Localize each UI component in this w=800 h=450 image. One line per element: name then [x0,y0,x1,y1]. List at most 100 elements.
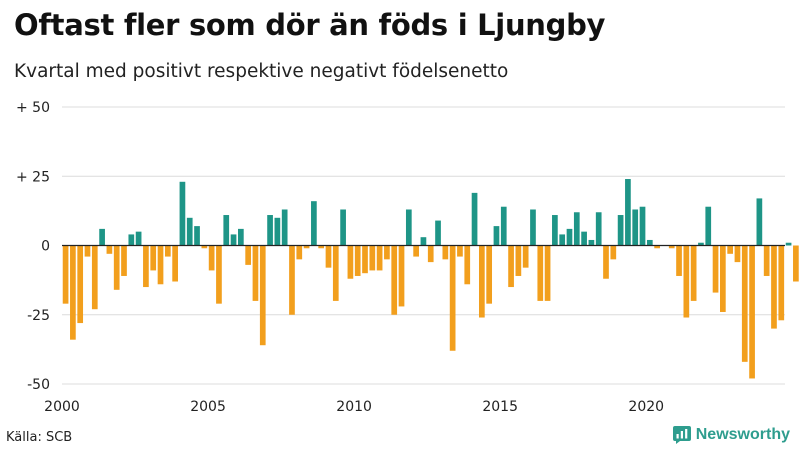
bar [683,245,690,318]
brand-logo: Newsworthy [672,426,790,444]
bar [734,245,741,263]
bar [515,245,522,276]
bars [62,179,799,379]
bar [552,215,558,246]
bar [274,217,281,246]
bar [223,215,230,246]
bar [698,242,704,246]
bar [595,212,602,246]
bar [500,206,507,246]
bar [332,245,339,301]
bar [493,226,500,246]
bar [143,245,149,288]
bar [464,245,471,285]
bar [230,234,237,246]
bar [157,245,164,285]
bar [435,220,441,246]
bar [238,228,244,246]
bar [391,245,398,315]
x-tick-label: 2005 [190,399,226,415]
bar [654,245,660,249]
y-axis-tick-labels: + 50 + 25 0 -25 -50 [16,100,50,393]
bar [749,245,755,379]
bar [625,179,631,246]
bar [771,245,777,329]
bar [522,245,529,268]
bar [632,209,639,246]
bar [778,245,785,321]
bar [369,245,376,271]
bar [179,181,186,246]
bar [486,245,493,304]
y-tick-label: + 25 [16,169,50,185]
bar [573,212,580,246]
gridlines [62,106,785,385]
y-tick-label: -50 [27,377,50,393]
bar [325,245,332,268]
bar [741,245,748,362]
bar [559,234,566,246]
bar [208,245,215,271]
bar [405,209,412,246]
y-tick-label: -25 [27,308,50,324]
bar [727,245,734,254]
bar [113,245,120,290]
bar [216,245,222,304]
bar [303,245,310,249]
brand-name: Newsworthy [695,426,790,443]
bar [99,228,105,246]
bar [150,245,157,271]
bar [347,245,354,279]
bar [471,192,478,246]
bar [646,239,653,246]
bar [712,245,719,293]
bar [457,245,463,257]
bar [530,209,536,246]
bar [121,245,127,276]
y-tick-label: + 50 [16,100,50,116]
bar [442,245,449,260]
source-label: Källa: SCB [6,430,73,445]
bar [70,245,76,340]
bar [77,245,84,324]
bar [245,245,252,265]
bar [84,245,91,257]
x-tick-label: 2020 [628,399,664,415]
bar [617,215,624,246]
bar [252,245,259,301]
x-tick-label: 2010 [336,399,372,415]
bar [172,245,178,282]
bar [91,245,98,310]
bar [128,234,135,246]
bar [420,237,427,246]
bar [676,245,682,276]
bar [311,201,317,246]
bar [201,245,208,249]
bar [449,245,456,351]
bar [639,206,646,246]
chart-title: Oftast fler som dör än föds i Ljungby [14,8,606,42]
bar [720,245,726,312]
bar [340,209,346,246]
bar [62,245,69,304]
bar [566,228,573,246]
bar [544,245,551,301]
bar [398,245,405,307]
bar [318,245,325,249]
bar [603,245,609,279]
x-axis-tick-labels: 2000 2005 2010 2015 2020 [44,399,664,415]
bar [259,245,266,346]
bar [413,245,419,257]
bar [763,245,770,276]
bar [793,245,799,282]
bar [785,242,792,246]
x-tick-label: 2015 [482,399,518,415]
bar [296,245,303,260]
bar [289,245,295,315]
bar [267,215,273,246]
bar [756,198,763,246]
chart-subtitle: Kvartal med positivt respektive negativt… [14,61,509,82]
y-tick-label: 0 [41,239,50,255]
bar [106,245,113,254]
bar [705,206,712,246]
